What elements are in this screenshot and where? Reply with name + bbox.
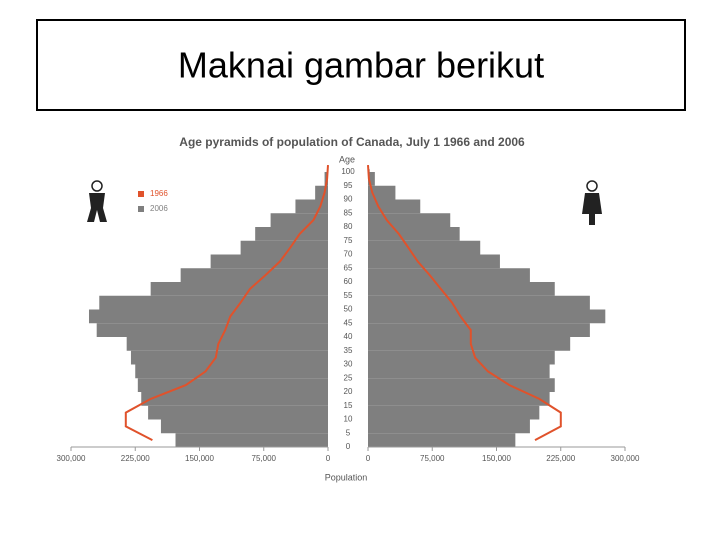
y-tick-label: 65: [344, 263, 353, 272]
y-tick-label: 95: [344, 181, 353, 190]
male-icon: [87, 180, 107, 222]
bar: [99, 295, 329, 310]
y-tick-label: 30: [344, 360, 353, 369]
bar: [368, 350, 555, 365]
bar: [368, 254, 500, 269]
bar: [368, 378, 555, 392]
bar: [180, 268, 328, 282]
slide-title: Maknai gambar berikut: [178, 45, 544, 86]
line: [124, 165, 329, 441]
bar: [368, 433, 516, 447]
bar: [270, 213, 328, 227]
y-tick-label: 20: [344, 387, 353, 396]
x-tick-label: 225,000: [546, 454, 575, 463]
bar: [137, 378, 328, 392]
bar: [368, 392, 550, 406]
legend-swatch: [138, 191, 144, 197]
y-tick-label: 85: [344, 208, 353, 217]
bar: [96, 323, 328, 337]
y-tick-label: 55: [344, 291, 353, 300]
y-tick-label: 40: [344, 332, 353, 341]
female-icon: [582, 180, 602, 225]
x-tick-label: 150,000: [482, 454, 511, 463]
legend-label: 2006: [150, 204, 168, 213]
title-box: [36, 19, 686, 111]
bar: [130, 350, 328, 365]
bar: [368, 295, 590, 310]
bar: [255, 227, 328, 241]
bar: [368, 240, 481, 255]
bar: [160, 419, 328, 434]
bar: [368, 227, 460, 241]
y-tick-label: 25: [344, 373, 353, 382]
bar: [368, 268, 530, 282]
y-tick-label: 60: [344, 277, 353, 286]
y-tick-label: 75: [344, 236, 353, 245]
bar: [295, 199, 328, 214]
bar: [368, 282, 555, 296]
y-tick-label: 45: [344, 318, 353, 327]
x-tick-label: 225,000: [121, 454, 150, 463]
bar: [368, 213, 451, 227]
bar: [368, 419, 530, 434]
x-tick-label: 75,000: [252, 454, 277, 463]
y-tick-label: 50: [344, 305, 353, 314]
bar: [88, 309, 329, 324]
x-tick-label: 150,000: [185, 454, 214, 463]
bar: [126, 337, 328, 351]
bar: [368, 337, 571, 351]
y-tick-label: 90: [344, 195, 353, 204]
line: [367, 165, 562, 441]
bar: [368, 364, 550, 379]
bar: [150, 282, 328, 296]
x-tick-label: 75,000: [420, 454, 445, 463]
bar: [368, 323, 590, 337]
y-tick-label: 35: [344, 346, 353, 355]
bar: [368, 172, 375, 186]
bar: [175, 433, 328, 447]
chart-title: Age pyramids of population of Canada, Ju…: [179, 135, 525, 149]
y-tick-label: 70: [344, 250, 353, 259]
legend-label: 1966: [150, 189, 168, 198]
x-axis-label: Population: [325, 472, 368, 482]
y-tick-label: 100: [341, 167, 355, 176]
bar: [148, 405, 328, 420]
x-tick-label: 300,000: [57, 454, 86, 463]
y-tick-label: 80: [344, 222, 353, 231]
bar: [368, 309, 606, 324]
legend-swatch: [138, 206, 144, 212]
bar: [210, 254, 328, 269]
y-tick-label: 10: [344, 415, 353, 424]
bar: [135, 364, 328, 379]
y-tick-label: 5: [346, 428, 351, 437]
y-tick-label: 15: [344, 401, 353, 410]
y-tick-label: 0: [346, 442, 351, 451]
bar: [368, 405, 540, 420]
bar: [240, 240, 328, 255]
x-tick-label: 0: [326, 454, 331, 463]
x-tick-label: 300,000: [611, 454, 640, 463]
y-axis-label: Age: [339, 154, 355, 164]
x-tick-label: 0: [366, 454, 371, 463]
bar: [141, 392, 328, 406]
